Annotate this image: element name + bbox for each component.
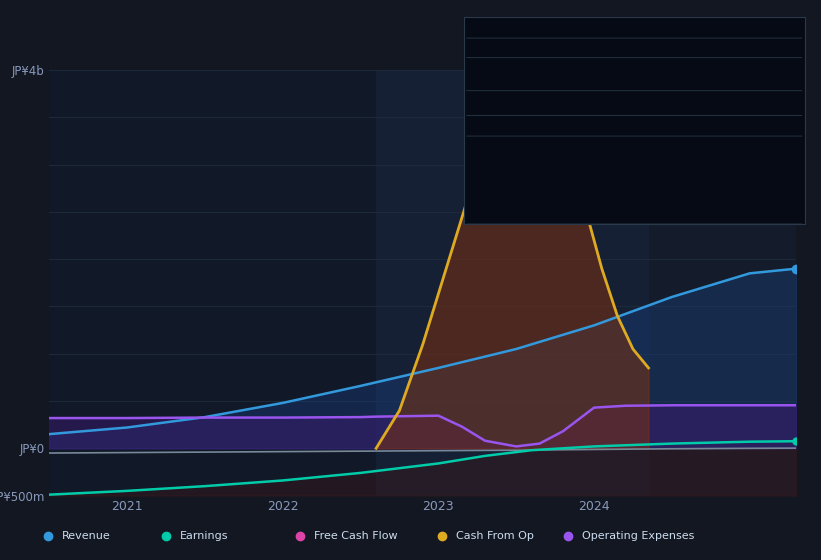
Text: Earnings: Earnings	[181, 531, 229, 541]
Text: Cash From Op: Cash From Op	[474, 121, 552, 131]
Text: /yr: /yr	[704, 65, 719, 75]
Text: Operating Expenses: Operating Expenses	[582, 531, 695, 541]
Text: Free Cash Flow: Free Cash Flow	[474, 100, 557, 110]
Text: Revenue: Revenue	[474, 43, 522, 53]
Bar	[376, 70, 649, 496]
Text: Cash From Op: Cash From Op	[456, 531, 534, 541]
Text: Free Cash Flow: Free Cash Flow	[314, 531, 398, 541]
Text: profit margin: profit margin	[653, 77, 725, 87]
Bar	[649, 70, 796, 496]
Text: No data: No data	[608, 142, 651, 152]
Text: 11.2%: 11.2%	[608, 77, 646, 87]
Text: JP¥209.000m: JP¥209.000m	[608, 65, 690, 75]
Text: No data: No data	[608, 121, 651, 131]
Text: Revenue: Revenue	[62, 531, 111, 541]
Text: Oct 31 2024: Oct 31 2024	[474, 31, 559, 44]
Text: Earnings: Earnings	[474, 65, 522, 75]
Text: Operating Expenses: Operating Expenses	[474, 142, 586, 152]
Text: JP¥1.867b: JP¥1.867b	[608, 43, 671, 53]
Text: /yr: /yr	[683, 43, 698, 53]
Text: No data: No data	[608, 100, 651, 110]
